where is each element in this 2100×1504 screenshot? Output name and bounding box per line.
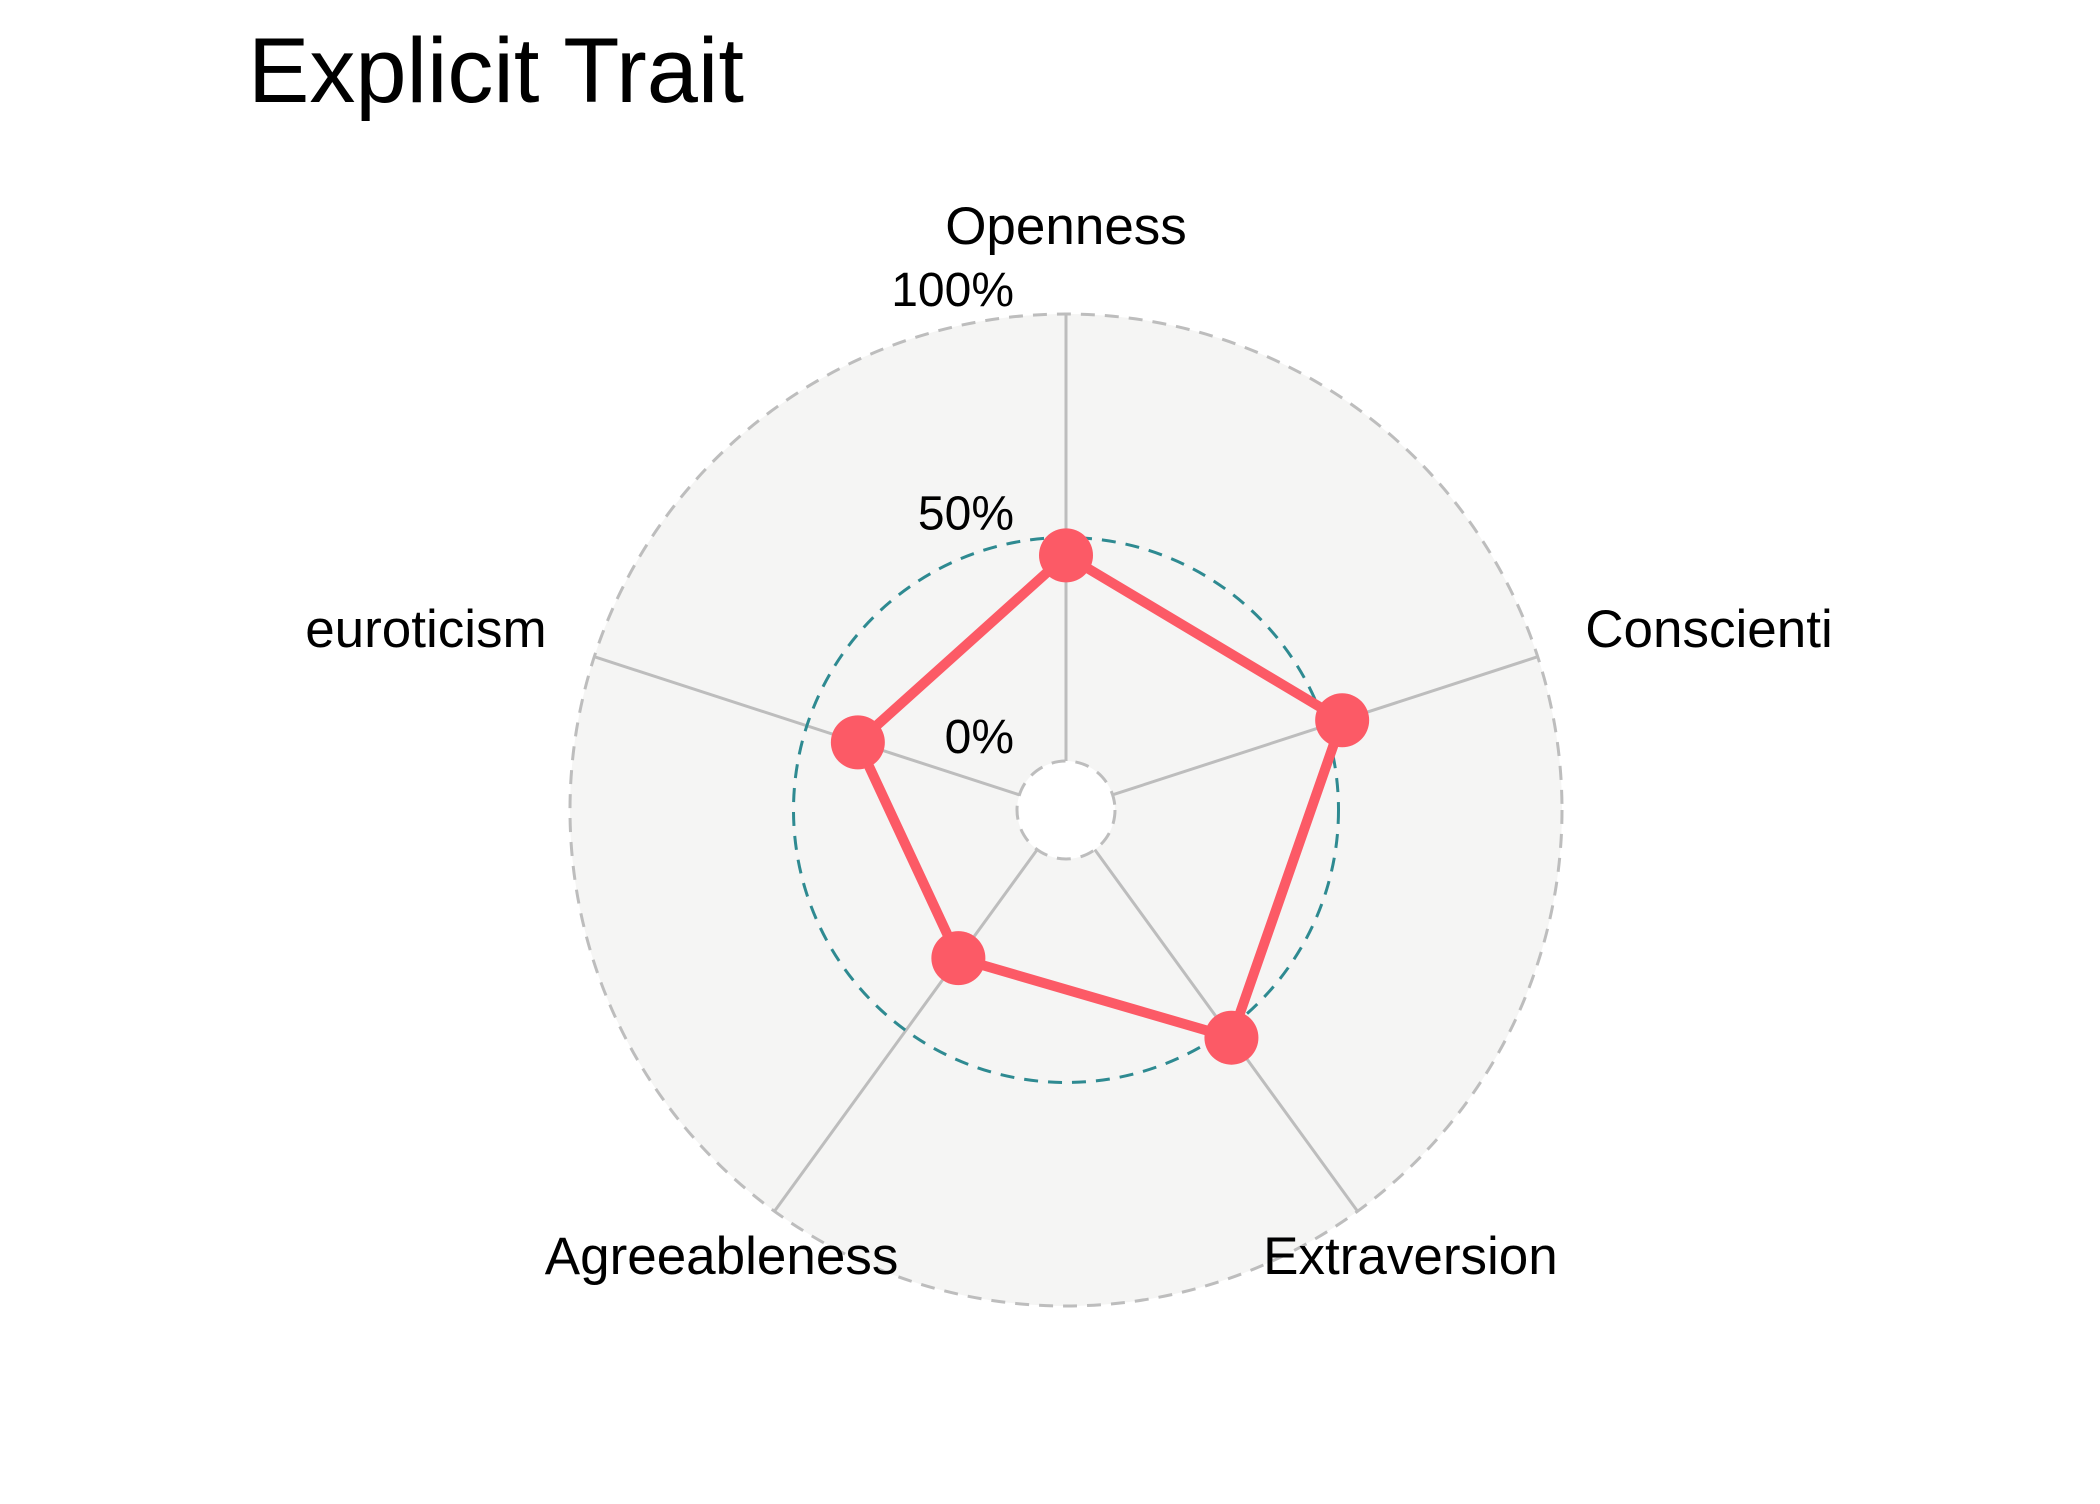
- series-point: [1204, 1010, 1259, 1065]
- radar-background: [570, 314, 1562, 1306]
- axis-label: Openness: [945, 197, 1187, 256]
- spoke-line: [773, 848, 1039, 1213]
- series-point: [830, 715, 885, 770]
- series-point: [1039, 528, 1093, 583]
- series-point: [931, 931, 986, 986]
- radial-tick-labels: 0% 50% 100%: [891, 264, 1014, 764]
- radial-tick-label: 0%: [945, 711, 1014, 764]
- radial-tick-label: 100%: [891, 264, 1014, 317]
- axis-label: Conscienti: [1585, 600, 1832, 659]
- outer-grid-ring: [568, 312, 1564, 1308]
- inner-grid-ring: [1015, 759, 1117, 861]
- radar-background-fill: [570, 314, 1562, 1306]
- axis-label: Extraversion: [1263, 1227, 1558, 1286]
- axis-labels: Openness Conscienti Extraversion Agreeablen…: [305, 197, 1833, 1286]
- series-point: [1315, 693, 1370, 748]
- series-line: [852, 550, 1348, 1043]
- chart-title: Explicit Trait: [248, 20, 744, 122]
- radar-series: [830, 528, 1370, 1065]
- axis-label: euroticism: [305, 600, 547, 659]
- axis-label: Agreeableness: [545, 1227, 899, 1286]
- radial-tick-label: 50%: [918, 488, 1014, 541]
